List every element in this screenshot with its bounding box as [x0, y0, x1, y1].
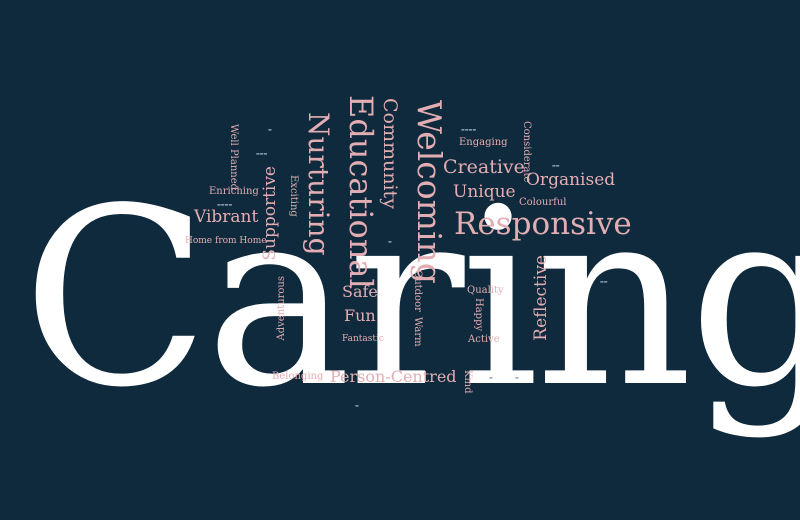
word-engaging: Engaging: [459, 137, 508, 148]
word-well-planned: Well Planned: [228, 124, 239, 191]
word-creative: Creative: [443, 156, 525, 178]
word-fun: Fun: [344, 306, 376, 325]
tiny-word-speck: ▬▬: [600, 279, 608, 284]
word-nurturing: Nurturing: [302, 112, 335, 256]
word-quality: Quality: [467, 285, 504, 296]
tiny-word-speck: ▬: [268, 127, 272, 132]
word-active: Active: [468, 334, 500, 345]
word-considerate: Considerate: [521, 121, 532, 183]
word-warm: Warm: [412, 317, 423, 347]
word-reflective: Reflective: [531, 255, 551, 341]
word-safe: Safe: [342, 282, 378, 301]
tiny-word-speck: ▬▬: [552, 163, 560, 168]
tiny-word-speck: ▬▬▬▬: [217, 202, 233, 207]
word-belonging: Belonging: [272, 371, 324, 382]
word-enriching: Enriching: [209, 186, 259, 197]
word-community: Community: [379, 98, 401, 209]
word-colourful: Colourful: [519, 197, 567, 208]
word-responsive: Responsive: [454, 206, 632, 242]
tiny-word-speck: ▬▬▬: [256, 151, 268, 156]
word-welcoming: Welcoming: [410, 100, 449, 284]
tiny-word-speck: ▬▬▬▬: [461, 127, 477, 132]
word-home-from-home: Home from Home: [185, 236, 267, 246]
tiny-word-speck: ▬: [355, 403, 359, 408]
word-unique: Unique: [453, 182, 516, 202]
word-adventurous: Adventurous: [276, 276, 287, 341]
word-organised: Organised: [526, 170, 616, 190]
word-outdoor: Outdoor: [412, 270, 423, 312]
word-educational: Educational: [342, 95, 380, 289]
word-supportive: Supportive: [260, 166, 280, 261]
tiny-word-speck: ▬: [515, 375, 519, 380]
word-vibrant: Vibrant: [194, 207, 259, 227]
word-kind: Kind: [462, 370, 473, 394]
word-caring: Caring: [22, 156, 800, 441]
tiny-word-speck: ▬: [489, 375, 493, 380]
word-fantastic: Fantastic: [342, 334, 384, 344]
word-exciting: Exciting: [288, 175, 299, 217]
tiny-word-speck: ▬: [388, 239, 392, 244]
word-happy: Happy: [473, 298, 484, 332]
word-person-centred: Person-Centred: [330, 367, 457, 386]
